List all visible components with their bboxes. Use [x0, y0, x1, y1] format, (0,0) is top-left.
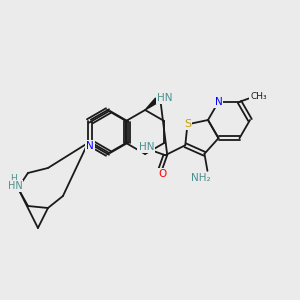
Text: HN: HN: [8, 181, 22, 191]
Text: O: O: [158, 169, 166, 179]
Text: S: S: [184, 119, 191, 129]
Text: NH₂: NH₂: [190, 173, 210, 183]
Text: CH₃: CH₃: [250, 92, 267, 101]
Text: HN: HN: [158, 93, 173, 103]
Text: N: N: [214, 97, 222, 107]
Text: N: N: [86, 141, 94, 151]
Polygon shape: [145, 98, 159, 110]
Text: H
N: H N: [11, 174, 17, 194]
Text: HN: HN: [139, 142, 154, 152]
